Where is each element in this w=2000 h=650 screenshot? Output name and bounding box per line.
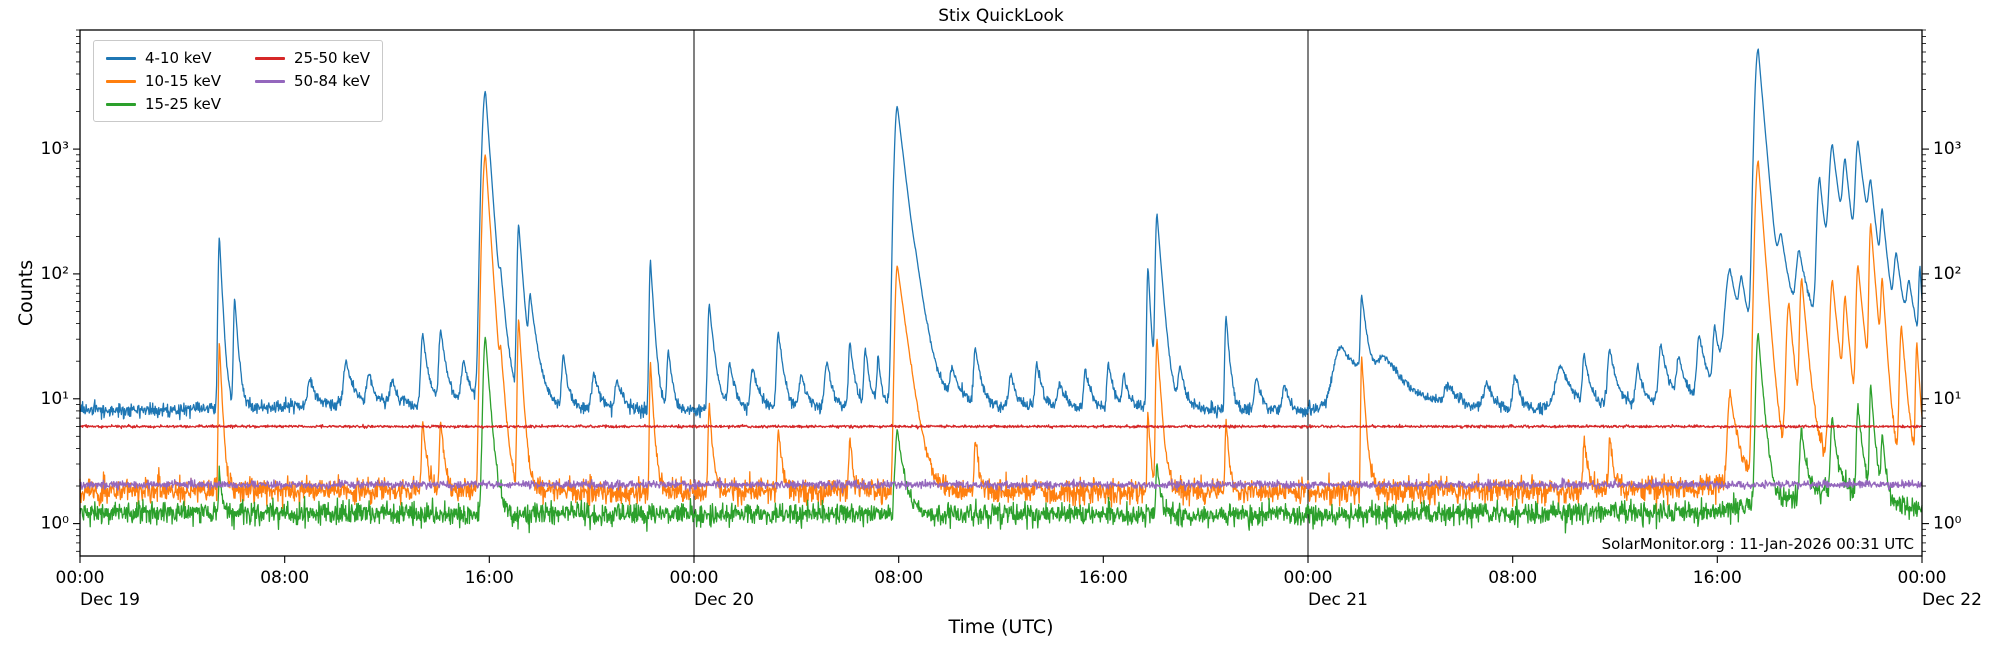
legend-label: 50-84 keV <box>294 72 370 90</box>
legend-label: 15-25 keV <box>145 95 221 113</box>
y-tick-label-right: 10² <box>1933 264 1961 284</box>
legend: 4-10 keV 10-15 keV 15-25 keV 25-50 keV 50-84… <box>93 40 383 122</box>
chart-title: Stix QuickLook <box>938 6 1064 26</box>
series-line-15-25-keV <box>79 332 1923 534</box>
series-line-50-84-keV <box>79 477 1923 494</box>
legend-label: 25-50 keV <box>294 49 370 67</box>
y-tick-label: 10² <box>41 264 69 284</box>
x-day-label: Dec 19 <box>80 590 140 610</box>
y-tick-label-right: 10³ <box>1933 139 1961 159</box>
y-tick-label: 10⁰ <box>41 514 70 534</box>
x-tick-label: 16:00 <box>1079 568 1128 588</box>
x-day-label: Dec 20 <box>694 590 754 610</box>
legend-swatch <box>106 79 136 83</box>
x-tick-label: 00:00 <box>1898 568 1947 588</box>
x-tick-label: 08:00 <box>874 568 923 588</box>
legend-swatch <box>106 102 136 106</box>
watermark: SolarMonitor.org : 11-Jan-2026 00:31 UTC <box>1601 535 1914 553</box>
x-tick-label: 00:00 <box>56 568 105 588</box>
legend-swatch <box>255 79 285 83</box>
legend-item: 25-50 keV <box>255 49 370 67</box>
legend-swatch <box>106 56 136 60</box>
y-axis-major-ticks: 10⁰ 10⁰ 10¹ 10¹ 10² 10² 10³ 10³ <box>41 139 1962 533</box>
legend-label: 10-15 keV <box>145 72 221 90</box>
y-tick-label-right: 10⁰ <box>1933 514 1962 534</box>
x-tick-label: 00:00 <box>670 568 719 588</box>
legend-item: 10-15 keV <box>106 72 221 90</box>
x-tick-label: 00:00 <box>1284 568 1333 588</box>
x-tick-label: 16:00 <box>1693 568 1742 588</box>
legend-item: 15-25 keV <box>106 95 221 113</box>
y-tick-label: 10³ <box>41 139 69 159</box>
y-tick-label-right: 10¹ <box>1933 389 1961 409</box>
legend-item: 4-10 keV <box>106 49 221 67</box>
x-tick-label: 16:00 <box>465 568 514 588</box>
x-day-label: Dec 22 <box>1922 590 1982 610</box>
x-tick-label: 08:00 <box>1488 568 1537 588</box>
series-line-4-10-keV <box>79 48 1923 421</box>
legend-item: 50-84 keV <box>255 72 370 90</box>
x-tick-label: 08:00 <box>260 568 309 588</box>
y-tick-label: 10¹ <box>41 389 69 409</box>
legend-label: 4-10 keV <box>145 49 212 67</box>
x-axis-label: Time (UTC) <box>948 616 1054 638</box>
series-line-10-15-keV <box>79 154 1923 512</box>
x-day-label: Dec 21 <box>1308 590 1368 610</box>
series-line-25-50-keV <box>79 423 1923 430</box>
y-axis-label: Counts <box>15 259 37 327</box>
y-axis-minor-ticks <box>76 29 1926 552</box>
legend-swatch <box>255 56 285 60</box>
